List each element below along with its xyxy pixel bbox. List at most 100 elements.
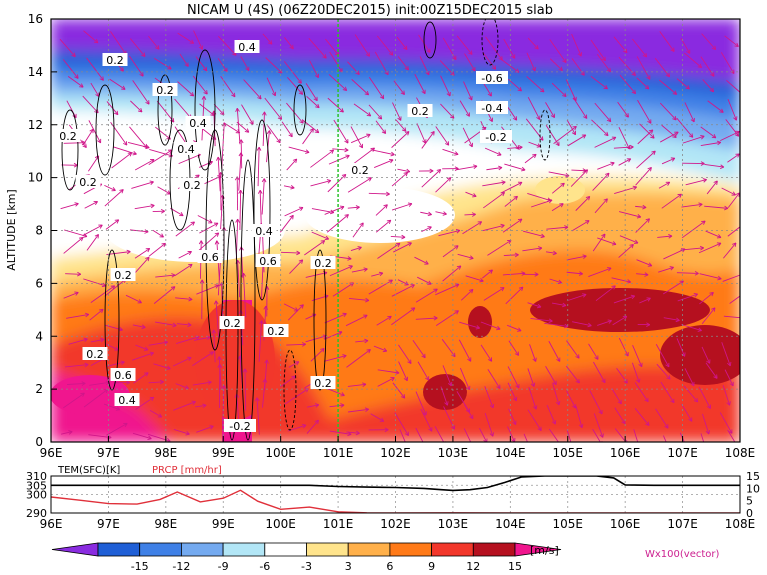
wind-vector: [592, 233, 606, 252]
wind-vector-head: [355, 205, 360, 210]
contour-label-bg: [224, 419, 256, 432]
wind-vector: [551, 182, 565, 194]
wind-vector: [262, 378, 266, 408]
wind-vector-head: [666, 375, 671, 380]
wind-vector: [351, 79, 369, 96]
wind-vector-head: [364, 90, 370, 96]
wind-vector: [593, 413, 604, 438]
wind-vector-head: [601, 56, 606, 62]
wind-vector: [438, 229, 461, 237]
wind-vector: [420, 408, 433, 432]
wind-vector-head: [454, 310, 459, 315]
wind-vector-head: [74, 74, 79, 79]
wind-vector-head: [647, 262, 653, 267]
sub-x-axis: 96E 97E 98E 99E 100E 101E 102E 103E 104E 105E 106E…: [40, 517, 756, 531]
wind-vector: [351, 268, 368, 273]
wind-vector-head: [290, 185, 295, 190]
wind-vector-head: [217, 364, 223, 368]
wind-vector-head: [198, 45, 204, 50]
wind-vector: [392, 382, 406, 399]
wind-vector: [504, 163, 526, 171]
wind-vector-head: [646, 322, 651, 327]
wind-vector: [483, 287, 505, 301]
wind-vector-head: [672, 115, 677, 121]
wind-vector-head: [498, 165, 503, 171]
wind-vector-head: [387, 315, 392, 321]
wind-vector-head: [501, 180, 506, 185]
colorbar-tick-label: 12: [466, 560, 480, 573]
wind-vector: [482, 224, 505, 232]
wind-vector-head: [383, 204, 388, 209]
wind-vector-head: [606, 67, 611, 73]
wind-vector: [281, 121, 293, 138]
contour-line: [240, 159, 256, 441]
wind-vector-head: [400, 394, 406, 399]
wind-vector: [699, 292, 714, 305]
wind-vector-head: [735, 192, 740, 197]
wind-vector: [103, 403, 120, 411]
wind-vector: [90, 82, 100, 97]
wind-vector-head: [473, 164, 478, 169]
colorbar-tick-label: -9: [218, 560, 229, 573]
wind-vector: [244, 368, 247, 411]
colorbar-tick-label: -15: [131, 560, 149, 573]
wind-vector-head: [157, 413, 163, 418]
contour-label: 0.2: [314, 257, 332, 270]
wind-vector-head: [289, 44, 294, 50]
wind-vector-head: [111, 187, 116, 192]
wind-vector-head: [607, 267, 612, 272]
wind-vector-head: [518, 286, 524, 292]
wind-vector: [464, 404, 474, 419]
wind-vector: [501, 181, 523, 194]
wind-vector-head: [315, 103, 320, 109]
vector-label: Wx100(vector): [645, 549, 720, 560]
colorbar-segment: [139, 542, 182, 557]
wind-vector-head: [617, 399, 622, 405]
wind-vector: [414, 73, 426, 94]
wind-vector: [345, 314, 368, 327]
wind-vector-head: [345, 154, 350, 159]
wind-vector: [280, 251, 300, 254]
sub-left-tick-label: 300: [26, 489, 47, 502]
wind-vector-head: [141, 324, 146, 330]
wind-vector-head: [578, 271, 583, 276]
wind-vector: [265, 57, 283, 74]
wind-vector: [105, 324, 123, 331]
wind-vector-head: [342, 312, 347, 318]
wind-vector-head: [115, 406, 121, 411]
sub-x-tick-label: 99E: [212, 517, 235, 531]
wind-vector-head: [403, 171, 408, 177]
wind-vector-head: [537, 246, 543, 251]
wind-vector: [311, 231, 329, 240]
wind-field-patches: [51, 176, 740, 442]
wind-vector-head: [320, 240, 326, 245]
wind-vector-head: [686, 49, 691, 54]
wind-vector-head: [342, 86, 348, 91]
wind-vector: [663, 248, 686, 260]
colorbar: -15 -12 -9 -6 -3 3 6 9 12 15: [51, 542, 562, 573]
wind-vector: [566, 429, 572, 442]
wind-vector: [89, 308, 104, 321]
wind-vector-head: [532, 153, 537, 159]
wind-vector-head: [642, 204, 647, 210]
wind-vector-head: [366, 112, 372, 117]
wind-vector-head: [577, 52, 582, 57]
wind-vector: [283, 185, 295, 189]
wind-vector-head: [144, 372, 149, 377]
wind-vector-head: [365, 297, 370, 303]
wind-vector-head: [560, 182, 565, 188]
wind-vector: [375, 120, 386, 134]
wind-vector: [524, 153, 537, 164]
wind-vector-head: [587, 322, 592, 328]
wind-vector-head: [500, 223, 505, 229]
wind-vector: [614, 407, 626, 425]
wind-vector: [552, 383, 560, 406]
series-line-prcp: [51, 489, 740, 513]
y-axis-ticks: 0 2 4 6 8 10 12 14 16: [28, 12, 57, 449]
wind-vector: [611, 388, 622, 405]
wind-vector: [306, 404, 319, 408]
wind-vector-head: [518, 145, 523, 150]
wind-vector: [198, 232, 220, 251]
wind-vector: [130, 100, 143, 113]
wind-vector: [347, 61, 360, 75]
